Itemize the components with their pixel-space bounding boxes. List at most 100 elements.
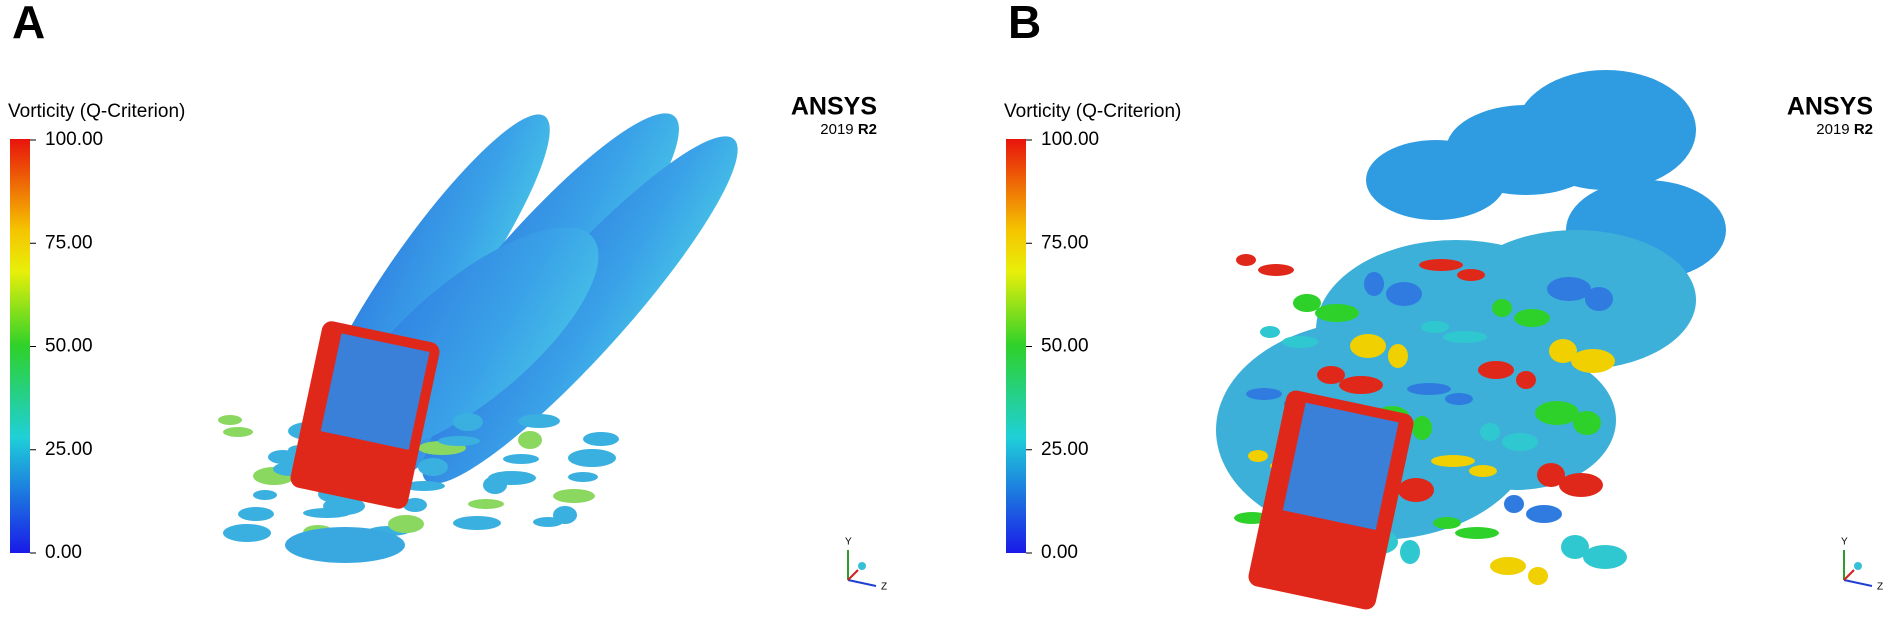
vortex-fragment xyxy=(1386,282,1422,306)
vortex-fragment xyxy=(1490,557,1526,575)
version-release: R2 xyxy=(858,121,877,138)
vortex-fragment xyxy=(583,432,619,446)
vortex-fragment xyxy=(1526,505,1562,523)
vortex-fragment xyxy=(1339,376,1383,394)
vortex-fragment xyxy=(223,524,271,542)
vortex-fragment xyxy=(1248,450,1268,462)
vortex-fragment xyxy=(1528,567,1548,585)
vortex-fragment xyxy=(1315,304,1359,322)
vortex-blob xyxy=(1416,350,1616,490)
legend-tick-label: 100.00 xyxy=(1041,129,1099,150)
panel: B Vorticity (Q-Criterion) 100.00 75.00 50.00… xyxy=(1004,0,1883,610)
vortex-fragment xyxy=(323,497,365,515)
axis-z xyxy=(847,579,877,587)
vortex-fragment xyxy=(568,449,616,467)
vehicle-cab xyxy=(320,333,430,450)
vortex-fragment xyxy=(1455,527,1499,539)
version-release: R2 xyxy=(1854,121,1873,138)
legend-tick-label: 50.00 xyxy=(1041,336,1089,357)
vortex-fragment xyxy=(568,472,598,482)
axis-label-y: Y xyxy=(1841,537,1848,548)
panel-label: A xyxy=(12,0,45,48)
vortex-fragment xyxy=(1260,326,1280,338)
vortex-fragment xyxy=(253,490,277,500)
vortex-fragment xyxy=(1492,299,1512,317)
vortex-fragment xyxy=(468,499,504,509)
vortex-fragment xyxy=(1480,423,1500,441)
version: 2019 R2 xyxy=(1816,121,1873,138)
vortex-fragment xyxy=(453,413,483,431)
vortex-fragment xyxy=(238,507,274,521)
vortex-fragment xyxy=(1433,517,1461,529)
vortex-fragment xyxy=(1445,393,1473,405)
vortex-fragment xyxy=(403,481,445,491)
vortex-fragment xyxy=(218,415,242,425)
vortex-fragment xyxy=(223,427,253,437)
vortex-fragment xyxy=(388,515,424,533)
axis-label-z: Z xyxy=(881,582,887,593)
vortex-fragment xyxy=(1547,277,1591,301)
vortex-fragment xyxy=(1514,309,1550,327)
vortex-fragment xyxy=(1537,463,1565,487)
legend-tick-label: 75.00 xyxy=(45,232,93,253)
vortex-fragment xyxy=(1364,272,1384,296)
vortex-fragment xyxy=(453,516,501,530)
vortex-fragment xyxy=(1535,401,1579,425)
ground-vortex xyxy=(285,527,405,563)
vortex-fragment xyxy=(1457,269,1485,281)
vortex-fragment xyxy=(1400,540,1420,564)
vortex-fragment xyxy=(1317,366,1345,384)
axis-x xyxy=(847,569,859,581)
vorticity-render xyxy=(218,113,738,563)
axis-label-z: Z xyxy=(1877,582,1883,593)
vortex-blob xyxy=(1516,70,1696,190)
vortex-fragment xyxy=(1407,383,1451,395)
vortex-fragment xyxy=(1502,433,1538,451)
vortex-fragment xyxy=(1571,349,1615,373)
legend-tick-label: 50.00 xyxy=(45,336,93,357)
vortex-fragment xyxy=(1478,361,1514,379)
vortex-fragment xyxy=(488,471,536,485)
legend-tick-label: 25.00 xyxy=(1041,439,1089,460)
vortex-fragment xyxy=(1583,545,1627,569)
color-bar xyxy=(1006,139,1026,553)
axis-z xyxy=(1843,579,1873,587)
vortex-fragment xyxy=(1246,388,1282,400)
legend-tick-label: 25.00 xyxy=(45,439,93,460)
panel: A Vorticity (Q-Criterion) 100.00 75.00 50.00… xyxy=(8,0,887,593)
vortex-fragment xyxy=(1549,339,1577,363)
vortex-fragment xyxy=(503,454,539,464)
brand: ANSYS xyxy=(791,93,877,121)
vortex-fragment xyxy=(403,498,427,512)
vortex-fragment xyxy=(438,436,480,446)
vortex-fragment xyxy=(1585,287,1613,311)
legend-title: Vorticity (Q-Criterion) xyxy=(1004,101,1181,122)
vortex-fragment xyxy=(1398,478,1434,502)
brand: ANSYS xyxy=(1787,93,1873,121)
vortex-fragment xyxy=(553,489,595,503)
axis-x xyxy=(1843,569,1855,581)
legend-tick-label: 0.00 xyxy=(45,542,82,563)
legend-tick-label: 75.00 xyxy=(1041,232,1089,253)
vortex-fragment xyxy=(1388,344,1408,368)
version: 2019 R2 xyxy=(820,121,877,138)
vortex-fragment xyxy=(1516,371,1536,389)
vortex-fragment xyxy=(518,431,542,449)
vortex-fragment xyxy=(1293,294,1321,312)
legend-title: Vorticity (Q-Criterion) xyxy=(8,101,185,122)
axis-origin xyxy=(858,562,866,570)
vortex-fragment xyxy=(1350,334,1386,358)
vortex-fragment xyxy=(553,506,577,524)
vortex-fragment xyxy=(1573,411,1601,435)
vortex-fragment xyxy=(1443,331,1487,343)
axis-label-y: Y xyxy=(845,537,852,548)
vortex-fragment xyxy=(1236,254,1256,266)
axis-origin xyxy=(1854,562,1862,570)
vehicle-cab xyxy=(1282,402,1399,530)
version-year: 2019 xyxy=(1816,121,1849,138)
legend-tick-label: 100.00 xyxy=(45,129,103,150)
vortex-plume xyxy=(422,136,738,484)
color-bar xyxy=(10,139,30,553)
